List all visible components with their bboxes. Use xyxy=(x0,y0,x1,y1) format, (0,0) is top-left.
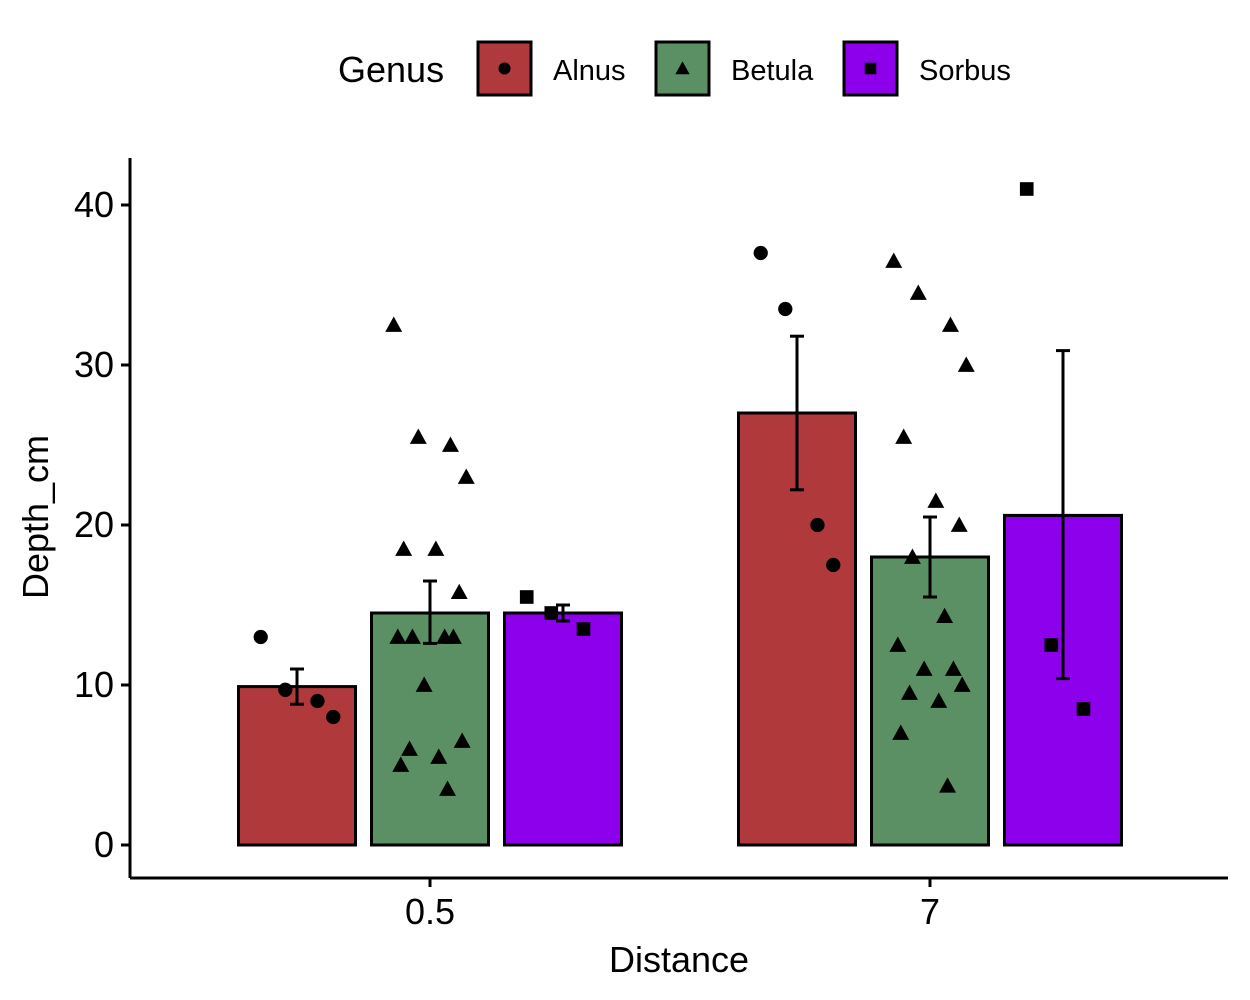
point-betula-7 xyxy=(950,516,968,532)
point-alnus-0.5 xyxy=(278,682,293,697)
point-alnus-0.5 xyxy=(326,709,341,725)
legend-title: Genus xyxy=(338,49,444,90)
legend-marker-sorbus xyxy=(864,62,877,75)
y-tick-label-0: 0 xyxy=(94,824,114,865)
point-sorbus-0.5 xyxy=(576,622,591,636)
point-betula-0.5 xyxy=(392,756,410,772)
y-tick-label-40: 40 xyxy=(74,184,114,225)
point-betula-7 xyxy=(957,356,975,372)
bar-sorbus-0.5 xyxy=(503,611,623,847)
point-betula-7 xyxy=(930,692,948,708)
point-betula-7 xyxy=(939,777,957,793)
point-sorbus-7 xyxy=(1076,702,1091,716)
point-betula-7 xyxy=(903,548,921,564)
point-sorbus-7 xyxy=(1044,638,1059,652)
point-betula-0.5 xyxy=(389,628,407,644)
legend-key-alnus xyxy=(476,40,533,97)
legend-label-sorbus: Sorbus xyxy=(919,55,1011,87)
x-tick-label-0.5: 0.5 xyxy=(405,891,455,932)
legend-marker-betula xyxy=(675,61,690,75)
point-betula-0.5 xyxy=(395,540,413,556)
point-alnus-7 xyxy=(753,245,768,261)
data-points xyxy=(253,182,1091,796)
y-tick-label-20: 20 xyxy=(74,504,114,545)
legend-label-alnus: Alnus xyxy=(553,55,626,87)
point-betula-7 xyxy=(953,676,971,692)
point-alnus-7 xyxy=(826,557,841,573)
point-alnus-0.5 xyxy=(253,629,268,645)
point-betula-0.5 xyxy=(427,540,445,556)
point-betula-0.5 xyxy=(453,732,471,748)
bar-betula-7 xyxy=(870,555,990,847)
y-tick-label-10: 10 xyxy=(74,664,114,705)
point-alnus-7 xyxy=(810,517,825,533)
point-betula-0.5 xyxy=(401,740,418,756)
point-betula-7 xyxy=(915,660,933,676)
x-tick-label-7: 7 xyxy=(920,891,940,932)
point-betula-7 xyxy=(936,607,954,624)
error-bar-sorbus-0.5 xyxy=(556,603,570,623)
point-betula-0.5 xyxy=(430,748,448,764)
bar-betula-0.5 xyxy=(370,611,490,847)
point-betula-7 xyxy=(909,284,927,300)
point-betula-0.5 xyxy=(444,628,462,644)
y-axis-title: Depth_cm xyxy=(15,435,56,599)
point-betula-7 xyxy=(892,724,910,740)
point-betula-0.5 xyxy=(415,676,433,692)
point-betula-0.5 xyxy=(385,316,403,332)
x-axis-title: Distance xyxy=(609,939,749,980)
axes: 0 10 20 30 40 0.5 7 xyxy=(74,158,1228,932)
point-betula-0.5 xyxy=(450,583,468,600)
point-sorbus-7 xyxy=(1019,182,1034,196)
point-betula-0.5 xyxy=(439,780,457,796)
point-betula-7 xyxy=(944,660,962,676)
legend: Genus Alnus Betula Sorbus xyxy=(338,40,1011,97)
point-alnus-7 xyxy=(778,301,793,317)
legend-label-betula: Betula xyxy=(731,55,814,87)
point-betula-7 xyxy=(889,636,907,652)
point-sorbus-0.5 xyxy=(519,590,534,604)
point-betula-7 xyxy=(942,316,959,332)
point-betula-0.5 xyxy=(409,428,427,444)
bars xyxy=(237,411,1123,847)
point-betula-0.5 xyxy=(457,468,475,484)
point-betula-0.5 xyxy=(442,436,459,452)
error-bar-betula-0.5 xyxy=(423,579,437,645)
error-bar-betula-7 xyxy=(923,515,937,599)
point-sorbus-0.5 xyxy=(544,606,559,620)
point-betula-7 xyxy=(927,492,945,508)
legend-item-sorbus: Sorbus xyxy=(842,40,1011,97)
point-betula-7 xyxy=(901,684,918,700)
error-bar-sorbus-7 xyxy=(1056,349,1070,681)
bar-alnus-0.5 xyxy=(237,685,357,847)
y-tick-label-30: 30 xyxy=(74,344,114,385)
legend-item-betula: Betula xyxy=(654,40,814,97)
legend-item-alnus: Alnus xyxy=(476,40,626,97)
point-alnus-0.5 xyxy=(310,693,325,709)
point-betula-7 xyxy=(885,252,903,268)
error-bars xyxy=(290,334,1070,706)
legend-marker-alnus xyxy=(498,62,511,75)
error-bar-alnus-0.5 xyxy=(290,667,304,706)
point-betula-7 xyxy=(895,428,913,444)
point-betula-0.5 xyxy=(403,628,421,644)
error-bar-alnus-7 xyxy=(790,334,804,492)
